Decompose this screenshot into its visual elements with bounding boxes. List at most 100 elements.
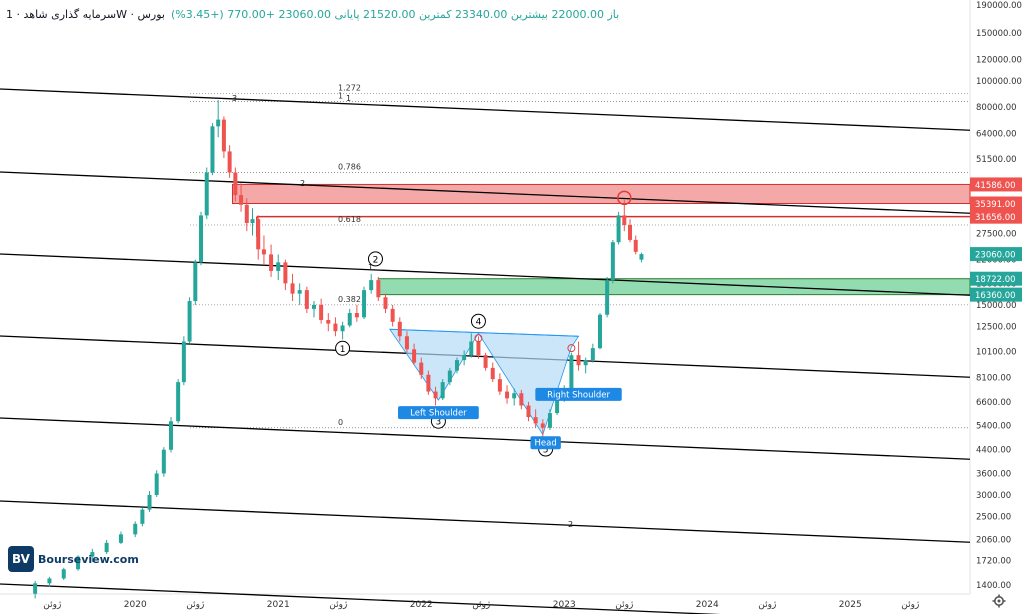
channel-label: 3 — [232, 94, 237, 103]
y-tick-label: 12500.00 — [976, 322, 1017, 332]
candle — [340, 325, 345, 332]
candle — [454, 360, 459, 371]
brand-logo: BV Bourseview.com — [8, 546, 139, 572]
candle — [622, 215, 627, 226]
candle — [440, 382, 445, 399]
resistance-zone — [231, 183, 971, 204]
candle — [256, 219, 261, 250]
candle — [181, 341, 186, 383]
channel-label: 2 — [568, 520, 573, 529]
candle — [447, 370, 452, 383]
y-tick-label: 150000.00 — [976, 29, 1022, 39]
candle — [304, 290, 309, 309]
candle — [326, 319, 331, 324]
candle — [290, 283, 295, 294]
candle — [133, 523, 138, 535]
price-label: 23060.00 — [975, 251, 1016, 261]
candle — [483, 355, 488, 368]
support-zone — [377, 278, 971, 296]
channel-line — [0, 253, 971, 296]
channel-line — [0, 88, 971, 131]
y-tick-label: 1400.00 — [976, 581, 1011, 591]
candle — [383, 297, 388, 309]
candle — [347, 313, 352, 326]
candle — [269, 254, 274, 271]
candle — [233, 172, 238, 196]
candle — [193, 262, 198, 302]
candle — [244, 204, 249, 224]
candle — [118, 534, 123, 543]
candle — [61, 569, 66, 579]
candle — [76, 556, 81, 570]
y-tick-label: 51500.00 — [976, 155, 1017, 165]
candle — [555, 398, 560, 414]
candle — [633, 239, 638, 252]
y-tick-label: 5400.00 — [976, 422, 1011, 432]
y-tick-label: 190000.00 — [976, 1, 1022, 11]
candle — [104, 542, 109, 553]
fib-level-label: 0.382 — [338, 295, 361, 304]
fib-level-label: 0.786 — [338, 163, 361, 172]
candle — [297, 290, 302, 294]
candle — [569, 355, 574, 389]
price-label: 41586.00 — [975, 181, 1016, 191]
y-tick-label: 8100.00 — [976, 374, 1011, 384]
channel-line — [0, 171, 971, 214]
y-tick-label: 80000.00 — [976, 103, 1017, 113]
candle — [210, 126, 215, 173]
pattern-tag-bg — [535, 387, 622, 401]
pattern-tag-right: Right Shoulder — [547, 390, 610, 400]
wave-marker — [335, 340, 351, 356]
pattern-tag-bg — [530, 436, 561, 450]
candle — [433, 391, 438, 399]
x-tick-label: 2024 — [696, 600, 719, 610]
candle — [526, 405, 531, 418]
candle — [476, 341, 481, 356]
candle — [419, 362, 424, 375]
y-tick-label: 100000.00 — [976, 77, 1022, 87]
y-tick-label: 2060.00 — [976, 535, 1011, 545]
candle — [319, 304, 324, 320]
symbol-title[interactable]: سرمایه گذاری شاهد · 1W · بورس — [6, 7, 165, 21]
candle — [397, 321, 402, 337]
candle — [168, 421, 173, 450]
ohlc-readout: باز 22000.00 بیشترین 23340.00 کمترین 215… — [170, 7, 620, 21]
pattern-tag-bg — [398, 406, 479, 420]
candle — [333, 323, 338, 332]
pattern-tag-head: Head — [535, 439, 557, 449]
candle — [140, 509, 145, 524]
x-tick-label: ژوئن — [43, 600, 61, 610]
shoulder-marker — [567, 344, 576, 353]
price-label: 18722.00 — [975, 275, 1016, 285]
candle — [497, 379, 502, 392]
candle — [376, 280, 381, 298]
candle — [216, 119, 221, 127]
price-label-bg — [970, 177, 1022, 192]
candle — [33, 583, 38, 594]
candle — [610, 242, 615, 281]
wave-label: 3 — [436, 418, 442, 428]
fib-level-label: 1.272 — [338, 83, 361, 92]
candle — [261, 249, 266, 255]
candle — [490, 367, 495, 380]
candle — [239, 195, 244, 205]
candle — [390, 308, 395, 322]
candle — [221, 119, 226, 152]
wave-marker — [367, 251, 383, 267]
x-tick-label: ژوئن — [472, 600, 490, 610]
fib-level-label: 1 — [338, 91, 343, 100]
candle — [597, 314, 602, 349]
channel-label: 1 — [346, 94, 351, 103]
candle — [187, 301, 192, 342]
y-tick-label: 64000.00 — [976, 130, 1017, 140]
y-tick-label: 3000.00 — [976, 491, 1011, 501]
channel-label: 1 — [368, 263, 373, 272]
candle — [47, 578, 52, 584]
candle — [616, 215, 621, 243]
gear-icon[interactable] — [992, 594, 1006, 608]
price-label-bg — [970, 287, 1022, 302]
candle — [628, 225, 633, 240]
x-tick-label: ژوئن — [615, 600, 633, 610]
logo-mark: BV — [8, 546, 34, 572]
